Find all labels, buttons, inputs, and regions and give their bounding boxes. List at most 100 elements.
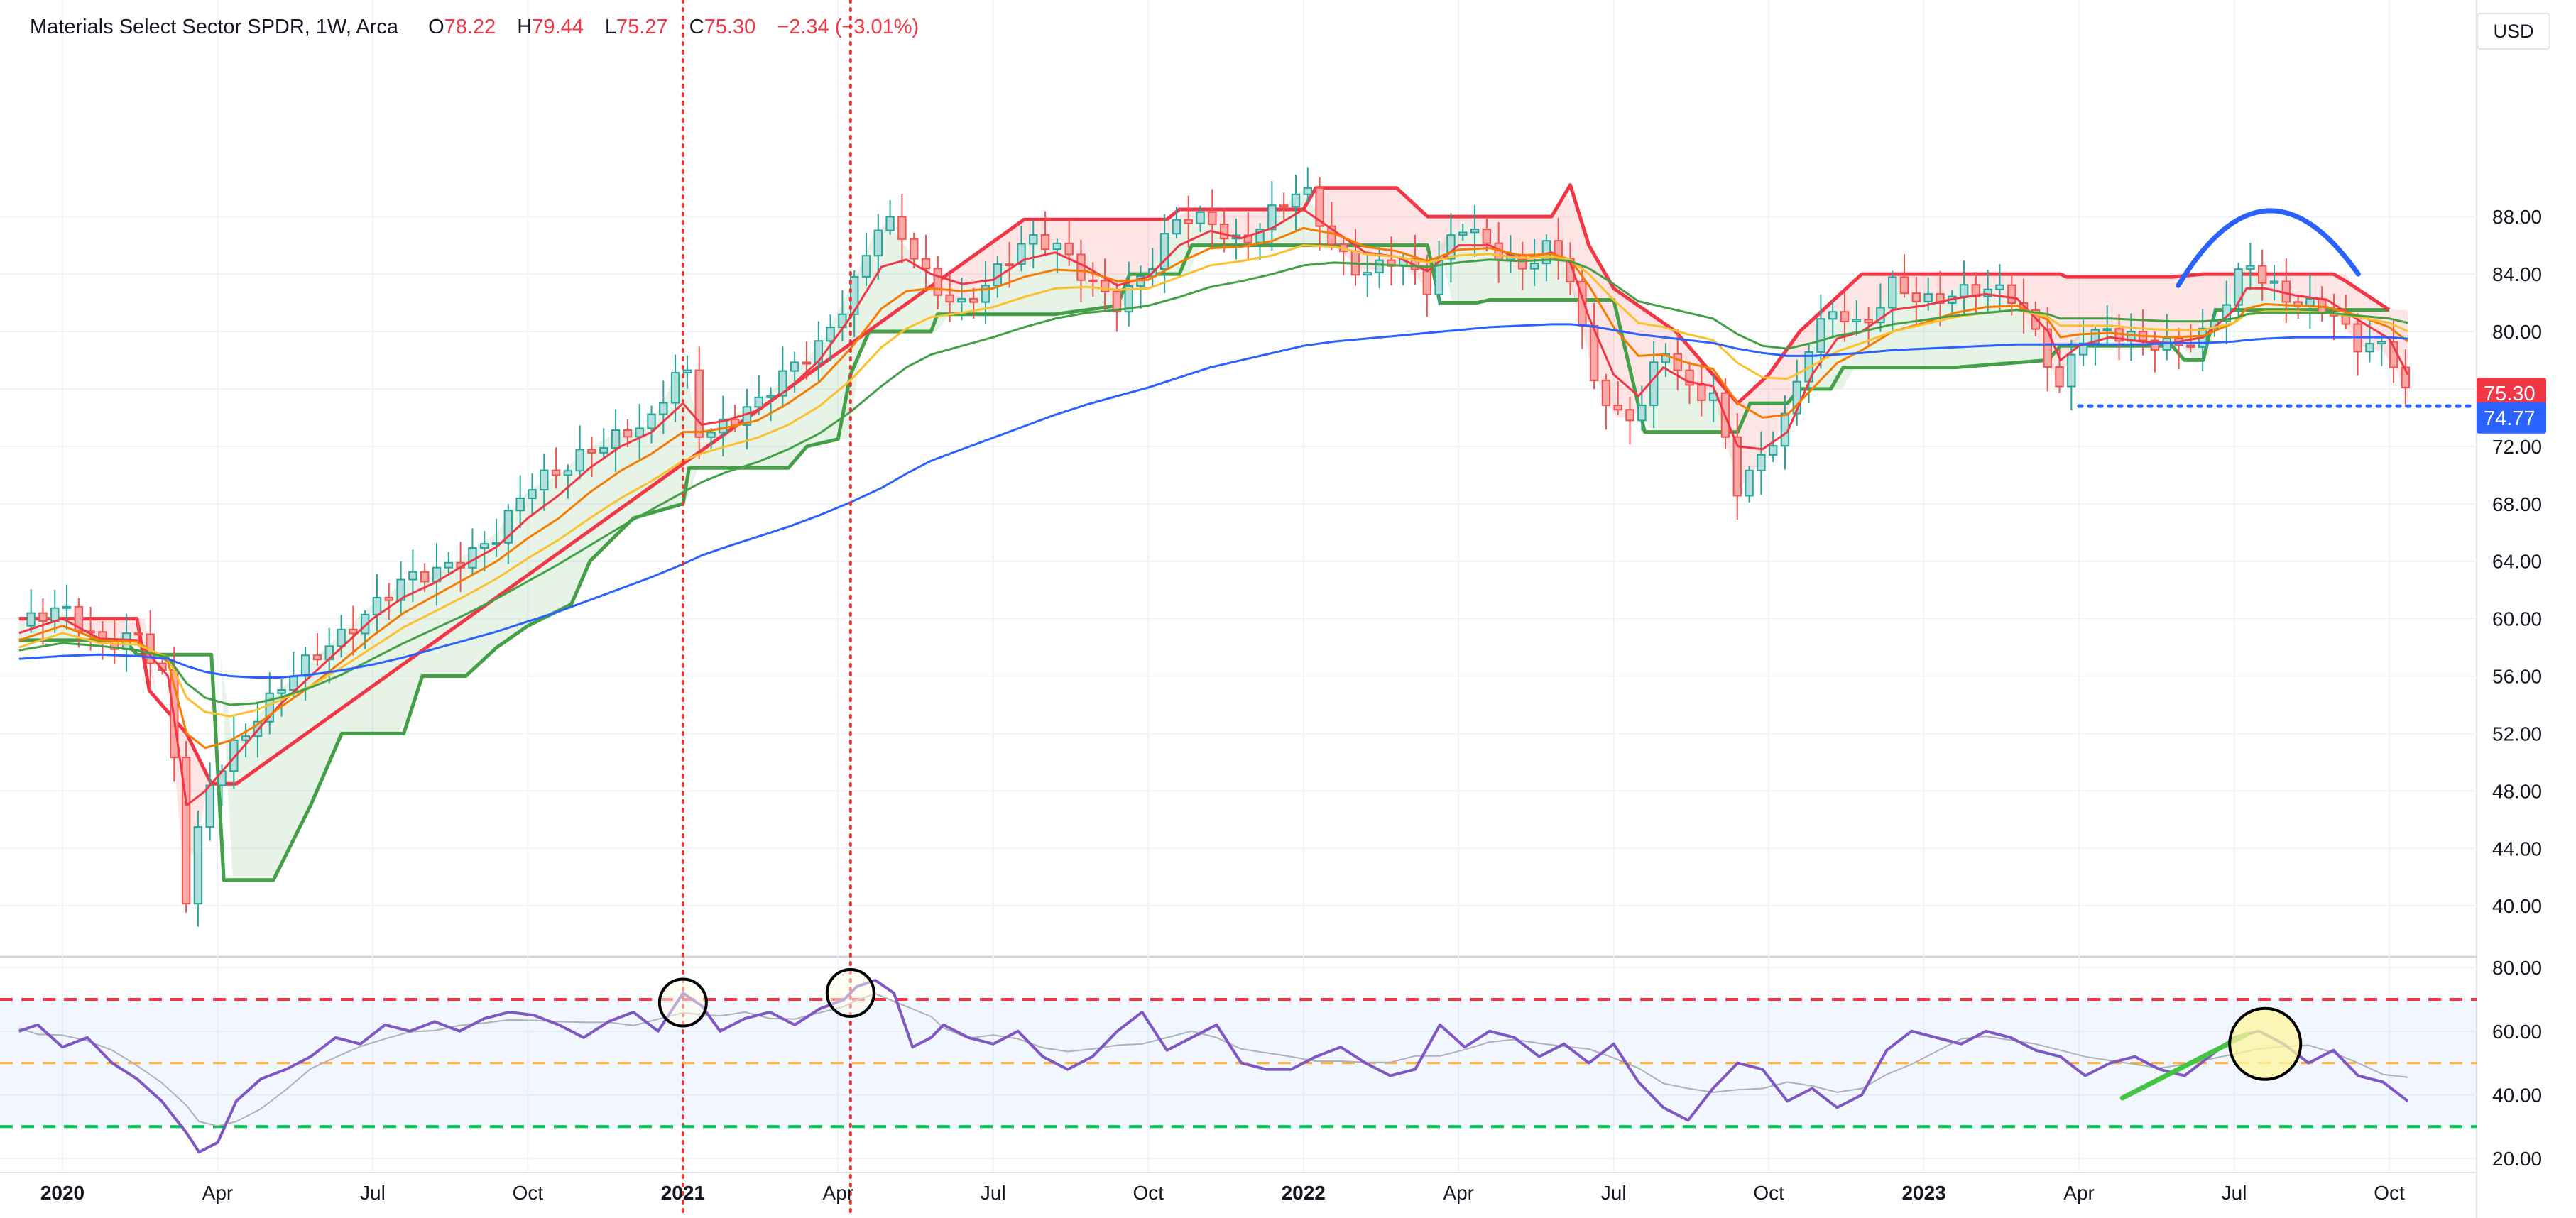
prev-price-tag-bg [2477,402,2546,434]
ema_mid-line [18,226,2409,750]
candle-body [2150,339,2160,351]
candle-body [1124,285,1133,313]
low-value: 75.27 [616,16,668,38]
candle-body [1422,268,1432,295]
candle-body [528,489,537,499]
candle-body [1291,193,1301,208]
candle-body [670,372,680,404]
candle-body [2246,265,2255,270]
candle-body [2257,265,2267,284]
candle-body [2365,343,2374,353]
candle-body [1936,293,1945,304]
candle-body [1196,211,1205,224]
candle-body [1112,290,1122,313]
candle-body [1159,233,1169,270]
candle-body [910,238,919,260]
candle-body [372,596,382,615]
candle-body [682,369,692,374]
candle-body [2401,366,2411,388]
rsi-highlight-circle [657,977,708,1028]
candle-body [1745,469,1754,497]
rsi-trend-line [2119,1031,2249,1101]
candle-body [1649,361,1659,407]
ema_yellow-line [18,244,2408,718]
y-tick-label: 52.00 [2492,723,2542,745]
candle-body [38,612,48,622]
candle-body [1052,242,1062,251]
candle-body [897,216,907,240]
candle-body [754,396,763,408]
candle-body [1458,231,1468,236]
candle-body [1899,276,1909,295]
currency-button[interactable]: USD [2477,13,2550,50]
candle-body [1184,219,1193,224]
candle-body [766,395,775,398]
candle-body [2305,298,2315,307]
candle-body [1363,272,1372,276]
x-tick-label: Oct [513,1182,544,1204]
candle-body [1625,409,1634,422]
candle-body [719,418,728,434]
candle-body [2067,353,2076,388]
candle-body [300,654,310,677]
low-label: L [604,16,617,38]
candle-body [2007,284,2016,304]
candle-body [26,612,36,627]
candle-body [873,229,883,257]
x-tick-label: Apr [1443,1182,1474,1204]
candle-body [1983,288,1992,297]
rsi-y-tick-label: 40.00 [2492,1084,2542,1106]
x-tick-label: Oct [2374,1182,2405,1204]
candle-body [1673,353,1682,371]
candle-body [790,361,799,372]
x-tick-label: Oct [1753,1182,1784,1204]
rsi-line [18,979,2409,1154]
candle-body [50,607,60,622]
rsi-highlight-circle [825,968,875,1019]
candle-body [1434,258,1443,295]
rsi-y-tick-label: 20.00 [2492,1148,2542,1170]
candle-body [1911,292,1921,302]
y-tick-label: 44.00 [2492,838,2542,860]
candle-body [563,470,573,476]
candle-body [540,469,549,491]
close-label: C [689,16,704,38]
candle-body [229,739,239,772]
x-tick-label: Jul [360,1182,386,1204]
rsi-layer [0,968,2477,1154]
x-tick-label: Jul [2222,1182,2247,1204]
candle-body [1470,229,1480,234]
candle-body [1601,379,1611,407]
x-tick-label: Oct [1133,1182,1164,1204]
y-tick-label: 88.00 [2492,206,2542,228]
y-tick-label: 56.00 [2492,666,2542,688]
candle-body [62,605,72,609]
candle-body [1661,353,1671,363]
candle-body [1482,229,1492,244]
candle-body [1219,223,1229,240]
candle-body [2102,328,2112,331]
candle-body [1828,311,1838,320]
candle-body [408,571,417,581]
candle-body [349,628,358,635]
candle-body [1172,219,1181,235]
legend: Materials Select Sector SPDR, 1W, Arca O… [30,16,919,39]
candle-body [1088,279,1098,282]
open-label: O [428,16,444,38]
candle-body [981,285,990,303]
candle-body [1100,280,1110,292]
candle-body [1757,454,1766,471]
candle-body [2269,280,2279,284]
candle-body [885,216,895,231]
candle-body [647,413,656,429]
candle-body [659,402,668,415]
candle-body [945,294,954,303]
candle-body [1685,369,1694,386]
high-label: H [517,16,533,38]
candle-body [1303,187,1312,195]
candle-body [599,446,608,454]
candle-body [2055,366,2064,388]
x-tick-label: Jul [1601,1182,1627,1204]
